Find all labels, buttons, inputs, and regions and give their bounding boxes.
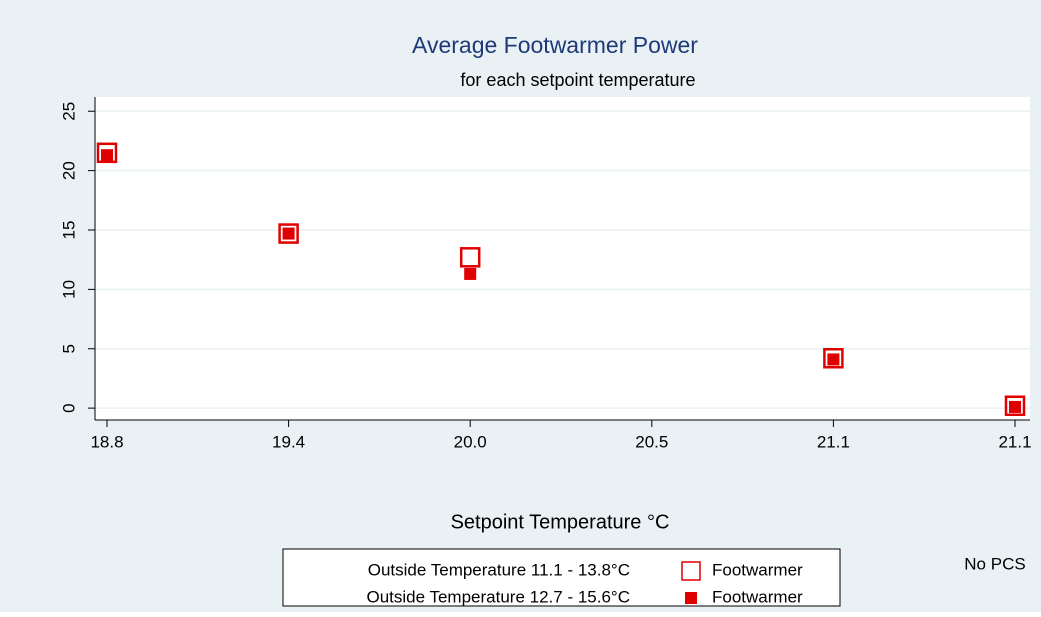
legend-group: Outside Temperature 12.7 - 15.6°C [366, 587, 630, 606]
legend-marker [681, 561, 701, 581]
y-tick-label: 20 [59, 161, 78, 180]
point [282, 227, 295, 240]
y-tick-label: 15 [59, 221, 78, 240]
annotation: No PCS [964, 554, 1025, 573]
chart-title: Average Footwarmer Power [412, 32, 698, 58]
y-tick-label: 0 [59, 403, 78, 412]
legend-label: Footwarmer [712, 587, 803, 606]
chart-subtitle: for each setpoint temperature [460, 70, 695, 90]
point [1004, 395, 1026, 416]
legend-marker [685, 592, 697, 604]
y-tick-label: 25 [59, 102, 78, 121]
point [827, 353, 840, 366]
point [459, 247, 481, 268]
y-tick-label: 10 [59, 280, 78, 299]
point [823, 348, 844, 369]
plot-area [95, 97, 1030, 420]
legend-box [282, 548, 841, 607]
legend-label: Footwarmer [712, 560, 803, 579]
x-tick-label: 21.1 [998, 432, 1031, 451]
x-tick-label: 20.0 [454, 432, 487, 451]
x-tick-label: 21.1 [817, 432, 850, 451]
x-tick-label: 20.5 [635, 432, 668, 451]
x-tick-label: 19.4 [272, 432, 305, 451]
legend-group: Outside Temperature 11.1 - 13.8°C [368, 560, 630, 579]
point [464, 267, 477, 280]
x-axis-label: Setpoint Temperature °C [451, 511, 670, 533]
point [1009, 400, 1021, 413]
x-tick-label: 18.8 [90, 432, 123, 451]
point [96, 142, 118, 164]
point [278, 223, 299, 244]
point [101, 149, 113, 162]
y-tick-label: 5 [59, 344, 78, 353]
